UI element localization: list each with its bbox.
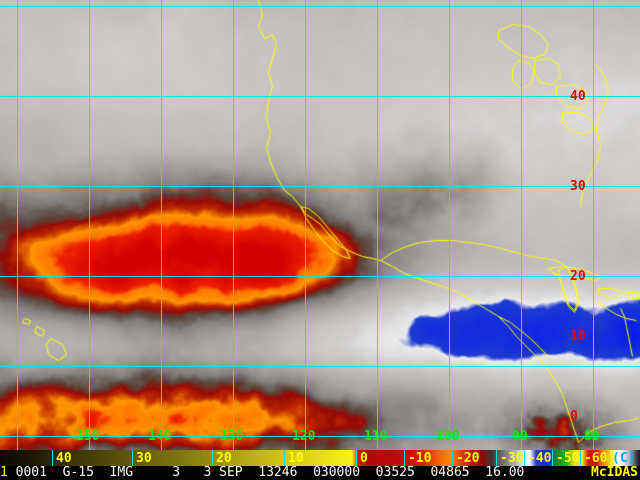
grid-meridian-4 (305, 0, 306, 450)
colorbar-tick--20 (452, 450, 453, 466)
latitude-label-20: 20 (570, 269, 586, 284)
latitude-label-10: 10 (570, 329, 586, 344)
latitude-label-30: 30 (570, 179, 586, 194)
colorbar-label-30: 30 (136, 451, 152, 466)
grid-parallel-5 (0, 436, 640, 437)
colorbar-tick-10 (284, 450, 285, 466)
grid-meridian-7 (521, 0, 522, 450)
colorbar-tick--10 (404, 450, 405, 466)
grid-meridian-3 (233, 0, 234, 450)
latitude-label-40: 40 (570, 89, 586, 104)
latitude-label-0: 0 (570, 409, 578, 424)
longitude-label-140: 140 (148, 429, 172, 444)
temperature-colorbar: 40 30 20 10 0 -10 -20 -30 -40 -50 -60 (C) (0, 450, 640, 466)
grid-parallel-4 (0, 366, 640, 367)
colorbar-label-20: 20 (216, 451, 232, 466)
imagery-canvas (0, 0, 640, 450)
grid-meridian-6 (449, 0, 450, 450)
grid-parallel-1 (0, 96, 640, 97)
colorbar-label--50: -50 (556, 451, 580, 466)
satellite-imagery (0, 0, 640, 450)
colorbar-tick--40 (524, 450, 525, 466)
grid-parallel-2 (0, 186, 640, 187)
grid-parallel-3 (0, 276, 640, 277)
longitude-label-120: 120 (292, 429, 316, 444)
colorbar-tick--50 (552, 450, 553, 466)
grid-meridian-8 (593, 0, 594, 450)
colorbar-label-10: 10 (288, 451, 304, 466)
grid-meridian-5 (377, 0, 378, 450)
colorbar-tick-0 (356, 450, 357, 466)
longitude-label-100: 100 (436, 429, 460, 444)
longitude-label-90: 90 (512, 429, 528, 444)
status-text: 0001 G-15 IMG 3 3 SEP 13246 030000 03525… (7, 465, 525, 480)
colorbar-tick-40 (52, 450, 53, 466)
longitude-label-80: 80 (584, 429, 600, 444)
colorbar-label--40: -40 (528, 451, 552, 466)
colorbar-label-0: 0 (360, 451, 368, 466)
grid-meridian-1 (89, 0, 90, 450)
grid-meridian-2 (161, 0, 162, 450)
colorbar-label--10: -10 (408, 451, 432, 466)
longitude-label-150: 150 (76, 429, 100, 444)
colorbar-label--60: -60 (584, 451, 608, 466)
colorbar-unit-label: (C) (612, 451, 636, 466)
colorbar-tick-30 (132, 450, 133, 466)
colorbar-gradient (0, 450, 640, 466)
colorbar-label-40: 40 (56, 451, 72, 466)
colorbar-label--20: -20 (456, 451, 480, 466)
grid-meridian-0 (17, 0, 18, 450)
colorbar-tick-20 (212, 450, 213, 466)
colorbar-tick--30 (496, 450, 497, 466)
longitude-label-130: 130 (220, 429, 244, 444)
colorbar-label--30: -30 (500, 451, 524, 466)
status-bar: 1 0001 G-15 IMG 3 3 SEP 13246 030000 035… (0, 466, 640, 480)
status-lead: 1 (0, 465, 8, 480)
longitude-label-110: 110 (364, 429, 388, 444)
mcidas-brand: McIDAS (591, 465, 638, 480)
colorbar-tick--60 (580, 450, 581, 466)
grid-parallel-0 (0, 6, 640, 7)
